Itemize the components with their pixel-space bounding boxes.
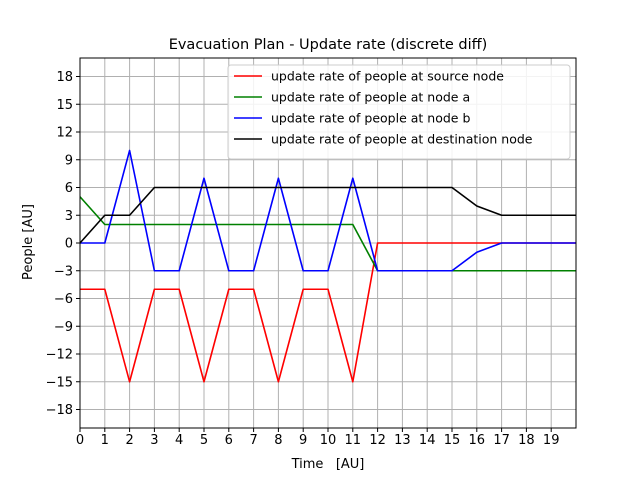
y-tick-label: −18: [46, 403, 73, 418]
y-tick-label: −9: [54, 320, 73, 335]
x-axis-ticks: 0 1 2 3 4 5 6 7 8 9 10 11 12 13 14 15 16 17 18 19: [76, 428, 560, 448]
series-line-2: [79, 196, 576, 272]
x-tick-label: 6: [225, 433, 233, 448]
x-tick-label: 8: [274, 433, 282, 448]
x-tick-label: 5: [200, 433, 208, 448]
y-axis-label: People [AU]: [21, 204, 36, 280]
y-tick-label: 12: [56, 126, 73, 141]
y-tick-label: −15: [46, 375, 73, 390]
x-tick-label: 2: [125, 433, 133, 448]
series-line-3: [80, 149, 576, 272]
x-tick-label: 13: [394, 433, 411, 448]
x-tick-label: 19: [543, 433, 560, 448]
legend: update rate of people at source node upda…: [227, 64, 571, 160]
x-tick-label: 18: [518, 433, 535, 448]
legend-entry: update rate of people at source node: [271, 69, 504, 84]
y-axis-ticks: −18 −15 −12 −9 −6 −3 0 3 6 9 12 15 18: [46, 70, 80, 418]
x-tick-label: 12: [369, 433, 386, 448]
x-tick-label: 4: [175, 433, 183, 448]
x-tick-label: 9: [299, 433, 307, 448]
y-tick-label: 15: [56, 98, 73, 113]
x-tick-label: 17: [493, 433, 510, 448]
series-group: [79, 149, 576, 383]
x-tick-label: 7: [249, 433, 257, 448]
x-tick-label: 16: [469, 433, 486, 448]
y-tick-label: 6: [65, 181, 73, 196]
legend-entry: update rate of people at node a: [271, 90, 470, 105]
y-tick-label: −12: [46, 348, 73, 363]
x-tick-label: 15: [444, 433, 461, 448]
legend-box: [227, 64, 571, 160]
y-tick-label: 9: [65, 153, 73, 168]
x-tick-label: 1: [101, 433, 109, 448]
series-line-1: [80, 242, 576, 383]
y-tick-label: 0: [65, 237, 73, 252]
x-tick-label: 3: [150, 433, 158, 448]
y-tick-label: −6: [54, 292, 73, 307]
y-tick-label: 3: [65, 209, 73, 224]
y-tick-label: 18: [56, 70, 73, 85]
x-tick-label: 0: [76, 433, 84, 448]
y-tick-label: −3: [54, 264, 73, 279]
x-axis-label: Time [AU]: [291, 457, 365, 472]
series-line-4: [79, 186, 576, 244]
x-tick-label: 11: [345, 433, 362, 448]
chart-title: Evacuation Plan - Update rate (discrete …: [169, 37, 488, 53]
legend-entry: update rate of people at node b: [271, 111, 470, 126]
x-tick-label: 10: [320, 433, 337, 448]
legend-entry: update rate of people at destination nod…: [271, 132, 533, 147]
x-tick-label: 14: [419, 433, 436, 448]
